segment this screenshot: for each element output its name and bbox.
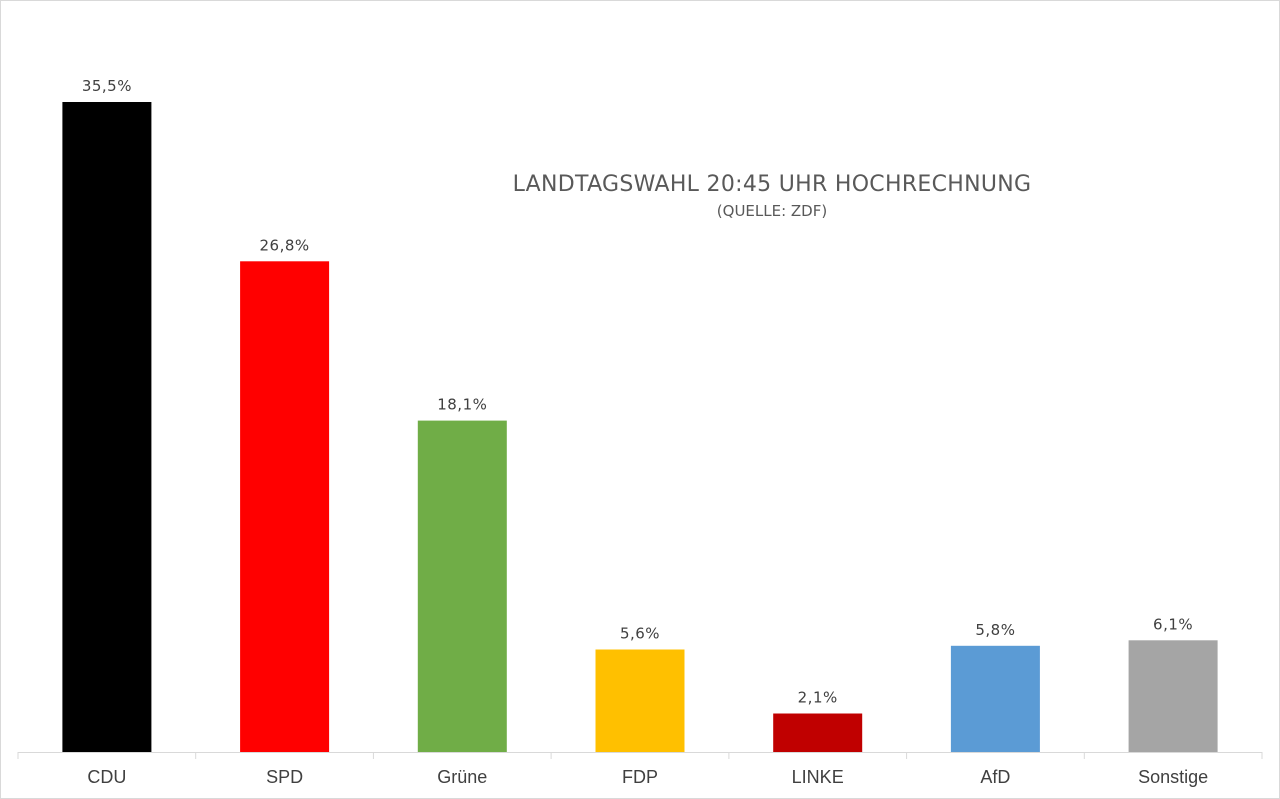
bar-fdp (595, 649, 685, 752)
data-label: 2,1% (798, 689, 838, 707)
data-label: 5,8% (975, 621, 1015, 639)
bar-sonstige (1128, 640, 1218, 752)
data-label: 5,6% (620, 625, 660, 643)
category-label: CDU (87, 767, 126, 787)
data-label: 26,8% (260, 236, 310, 254)
chart-title: LANDTAGSWAHL 20:45 UHR HOCHRECHNUNG (513, 172, 1032, 197)
category-label: LINKE (792, 767, 844, 787)
data-label: 6,1% (1153, 615, 1193, 633)
bar-afd (950, 645, 1040, 752)
bar-linke (773, 713, 863, 752)
chart-subtitle: (QUELLE: ZDF) (717, 202, 827, 220)
data-label: 18,1% (437, 396, 487, 414)
category-label: Sonstige (1138, 767, 1208, 787)
category-label: FDP (622, 767, 658, 787)
plot-area: 35,5% 26,8% 18,1% 5,6% 2,1% 5,8% 6,1% CDU SPD Grü… (17, 77, 1263, 787)
bar-spd (240, 261, 330, 752)
category-label: Grüne (437, 767, 487, 787)
data-label: 35,5% (82, 77, 132, 95)
category-label: AfD (980, 767, 1010, 787)
category-label: SPD (266, 767, 303, 787)
bar-grüne (417, 420, 507, 752)
bar-cdu (62, 102, 152, 752)
